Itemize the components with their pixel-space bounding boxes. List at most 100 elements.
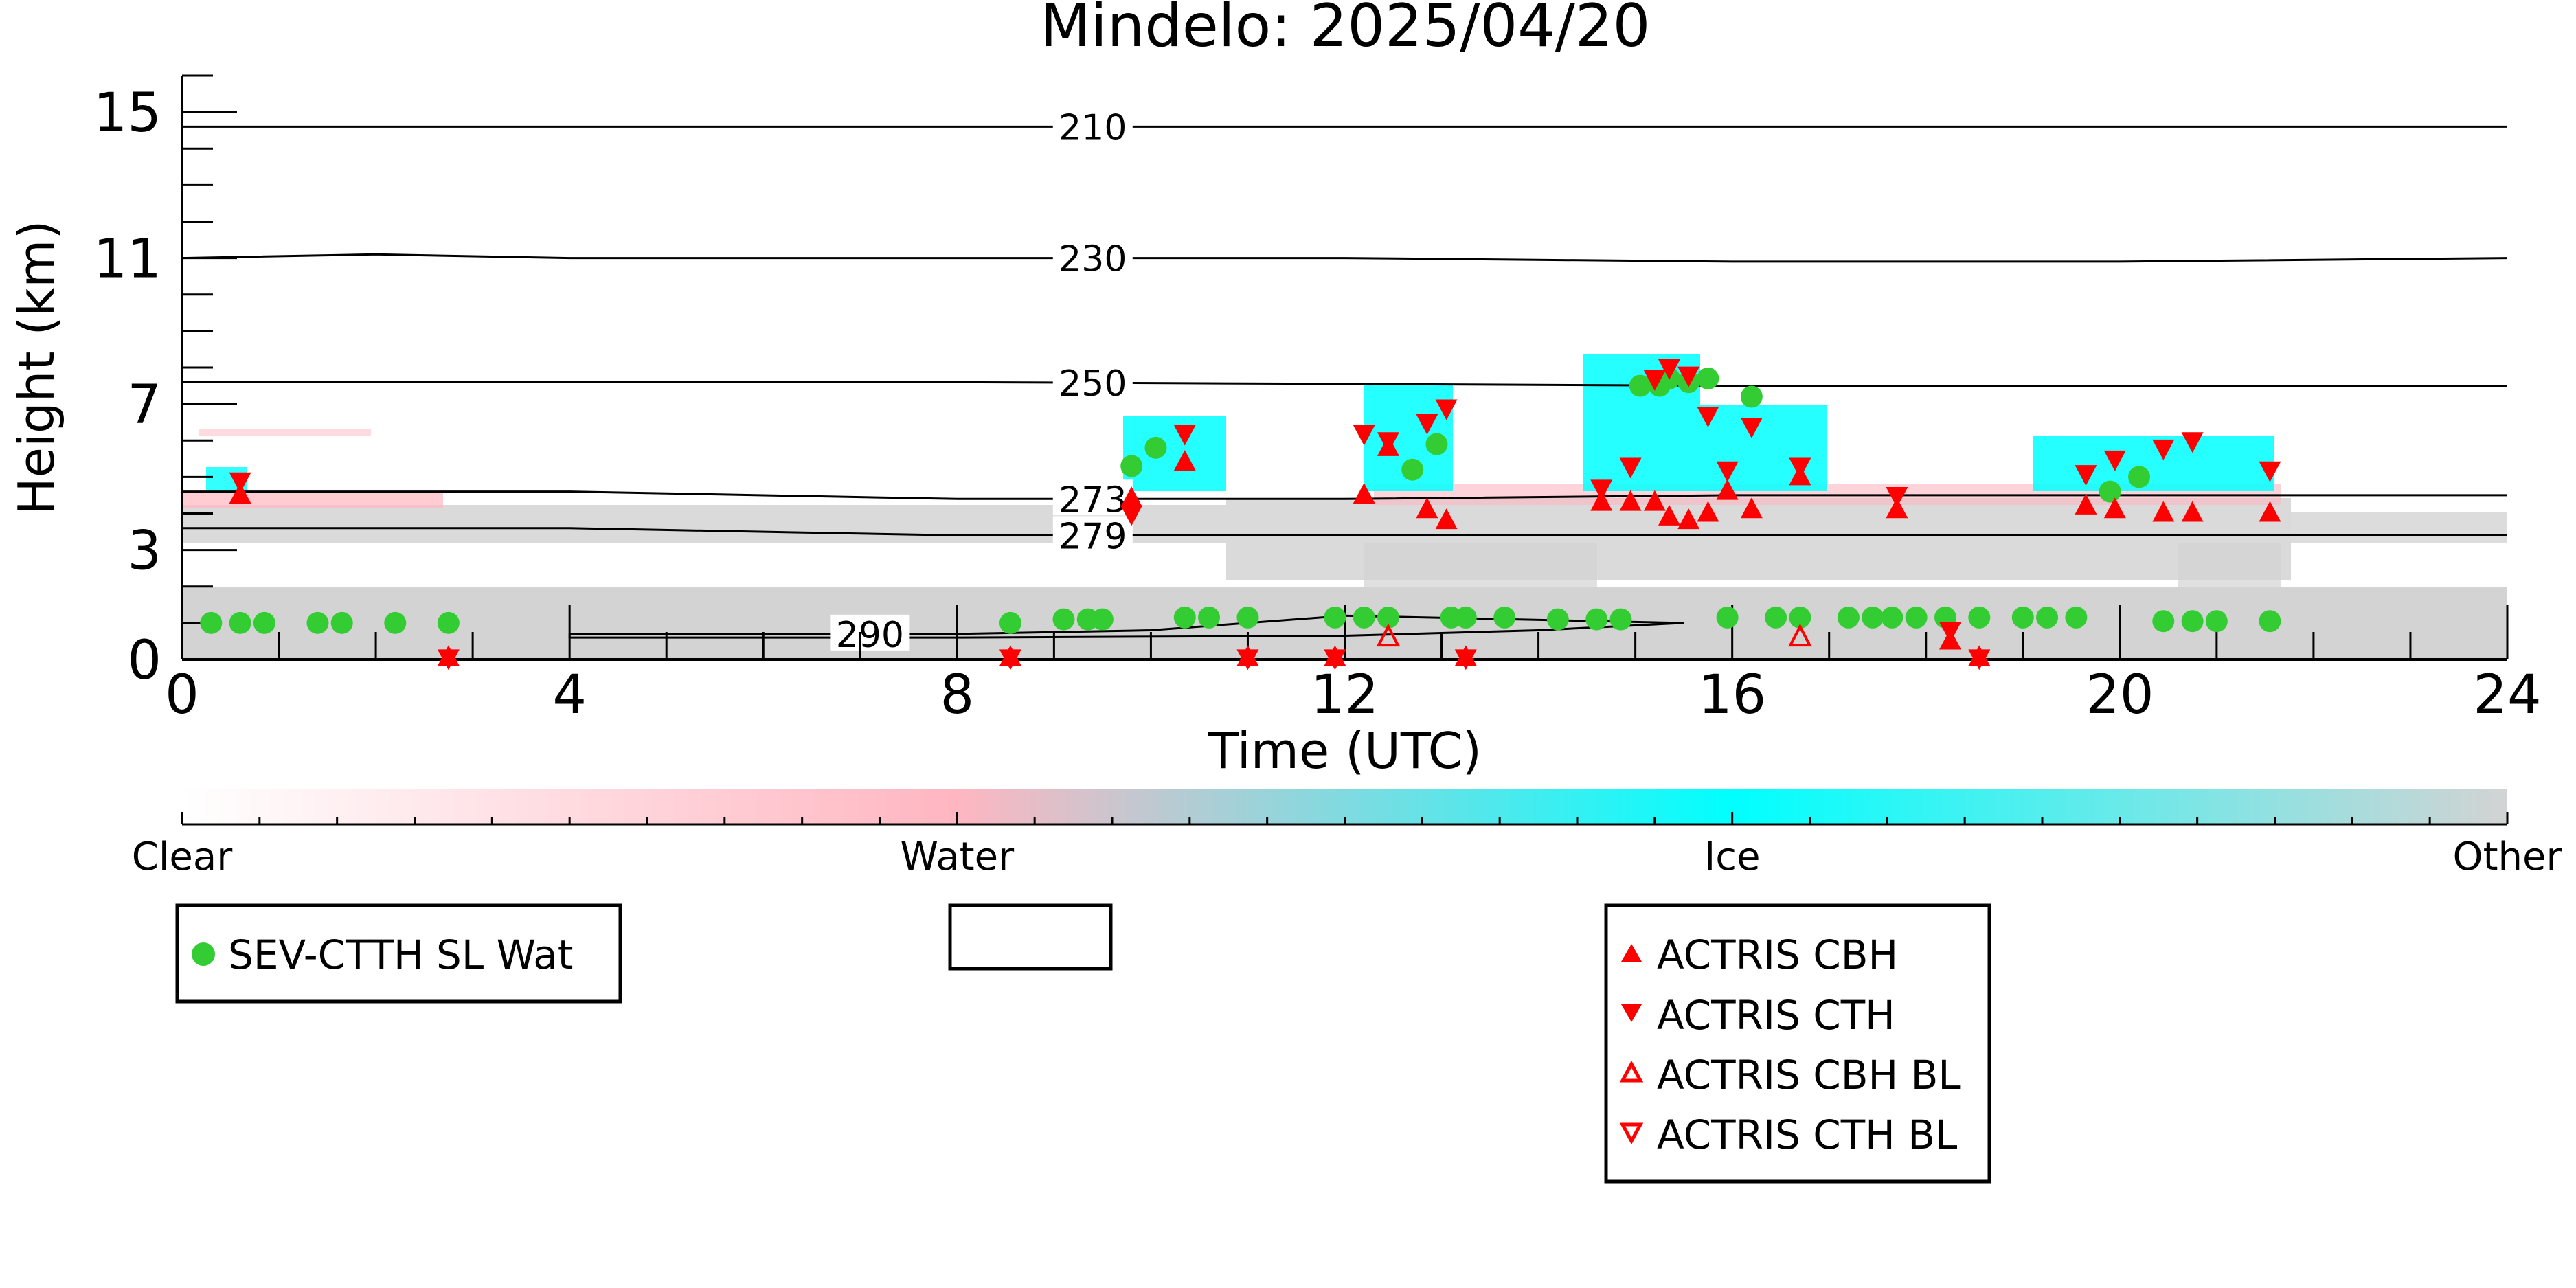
marker-sev-ctth-sl-wat-16 bbox=[1324, 606, 1346, 629]
y-ticks: 0 3 7 11 15 bbox=[93, 74, 237, 692]
marker-sev-ctth-sl-wat-26 bbox=[1609, 608, 1632, 631]
marker-actris-cbh-15 bbox=[1658, 504, 1680, 526]
marker-sev-ctth-sl-wat-50 bbox=[2259, 610, 2281, 633]
chart-title: Mindelo: 2025/04/20 bbox=[1040, 0, 1651, 60]
marker-actris-cbh-10 bbox=[1435, 508, 1458, 530]
water-layer-1 bbox=[182, 491, 443, 508]
x-tick-label-24: 24 bbox=[2473, 664, 2541, 726]
mid-other-streaks bbox=[1364, 543, 1597, 591]
colorbar-labels: Clear Water Ice Other bbox=[132, 835, 2563, 879]
marker-actris-cbh-16 bbox=[1677, 508, 1700, 530]
marker-actris-cbh-13 bbox=[1619, 490, 1642, 511]
marker-actris-cbh-26 bbox=[2152, 501, 2175, 522]
legend-2-frame bbox=[948, 903, 1113, 971]
mid-other-streaks-2 bbox=[2178, 543, 2281, 591]
colorbar-label-ice: Ice bbox=[1704, 835, 1761, 879]
water-layer-2 bbox=[199, 429, 371, 436]
marker-sev-ctth-sl-wat-47 bbox=[2152, 610, 2175, 633]
marker-actris-cth-23 bbox=[1968, 649, 1991, 670]
marker-actris-cbh-18 bbox=[1716, 479, 1739, 500]
marker-actris-cth-14 bbox=[1643, 370, 1666, 391]
marker-actris-cth-20 bbox=[1789, 457, 1811, 479]
contour-label-210: 210 bbox=[1059, 107, 1127, 148]
marker-actris-cbh-bl-1 bbox=[1788, 623, 1812, 647]
marker-actris-cth-24 bbox=[2075, 465, 2097, 486]
marker-actris-cth-4 bbox=[1173, 425, 1196, 446]
marker-actris-cth-15 bbox=[1658, 359, 1680, 380]
y-tick-label-0: 0 bbox=[127, 630, 161, 692]
marker-sev-ctth-sl-wat-23 bbox=[1493, 606, 1516, 629]
legend-3-marker-cbh bbox=[1621, 944, 1642, 962]
marker-sev-ctth-sl-wat-44 bbox=[2065, 606, 2088, 629]
marker-sev-ctth-sl-wat-10 bbox=[1091, 608, 1114, 631]
markers bbox=[200, 359, 2281, 670]
legend-3: ACTRIS CBH ACTRIS CTH ACTRIS CBH BL ACTR… bbox=[1604, 903, 1991, 1184]
y-tick-label-3: 3 bbox=[127, 521, 161, 583]
marker-actris-cbh-bl-0 bbox=[1376, 623, 1401, 647]
colorbar-label-water: Water bbox=[901, 835, 1015, 879]
contour-label-273: 273 bbox=[1059, 479, 1127, 521]
marker-actris-cth-3 bbox=[1120, 505, 1143, 526]
legend-2 bbox=[948, 903, 1113, 971]
marker-actris-cth-9 bbox=[1416, 414, 1438, 435]
contour-line-230 bbox=[182, 253, 2507, 263]
marker-actris-cbh-7 bbox=[1353, 482, 1375, 504]
contour-label-bg-230 bbox=[1052, 238, 1133, 275]
marker-sev-ctth-sl-wat-33 bbox=[1740, 385, 1763, 408]
legend-3-label-cbh: ACTRIS CBH bbox=[1657, 931, 1898, 978]
marker-sev-ctth-sl-wat-27 bbox=[1629, 374, 1651, 397]
contour-label-bg-290 bbox=[830, 614, 910, 651]
marker-actris-cth-0 bbox=[229, 472, 251, 493]
marker-actris-cbh-14 bbox=[1643, 490, 1666, 511]
marker-sev-ctth-sl-wat-45 bbox=[2099, 480, 2121, 503]
marker-actris-cbh-3 bbox=[1120, 486, 1143, 508]
marker-actris-cbh-19 bbox=[1740, 497, 1763, 519]
x-axis-label: Time (UTC) bbox=[1208, 722, 1482, 780]
x-tick-label-16: 16 bbox=[1698, 664, 1766, 726]
marker-sev-ctth-sl-wat-22 bbox=[1454, 606, 1477, 629]
x-tick-label-4: 4 bbox=[552, 664, 587, 726]
marker-sev-ctth-sl-wat-13 bbox=[1173, 606, 1196, 629]
marker-actris-cth-8 bbox=[1377, 432, 1399, 453]
marker-sev-ctth-sl-wat-42 bbox=[2011, 606, 2034, 629]
marker-sev-ctth-sl-wat-38 bbox=[1881, 606, 1903, 629]
marker-actris-cth-6 bbox=[1324, 649, 1346, 670]
marker-sev-ctth-sl-wat-49 bbox=[2205, 610, 2228, 633]
legend-1-frame bbox=[175, 903, 622, 1004]
marker-actris-cth-16 bbox=[1677, 366, 1700, 387]
marker-actris-cth-5 bbox=[1236, 649, 1259, 670]
marker-sev-ctth-sl-wat-14 bbox=[1198, 606, 1221, 629]
y-axis-label: Height (km) bbox=[8, 221, 65, 515]
marker-actris-cth-12 bbox=[1590, 479, 1613, 501]
marker-actris-cth-27 bbox=[2181, 432, 2204, 453]
marker-sev-ctth-sl-wat-0 bbox=[200, 611, 223, 634]
legend-3-label-cth-bl: ACTRIS CTH BL bbox=[1657, 1111, 1957, 1158]
marker-actris-cbh-0 bbox=[229, 482, 251, 504]
marker-actris-cth-11 bbox=[1454, 649, 1477, 670]
marker-sev-ctth-sl-wat-11 bbox=[1120, 455, 1143, 477]
marker-sev-ctth-sl-wat-46 bbox=[2128, 466, 2151, 488]
marker-actris-cth-26 bbox=[2152, 439, 2175, 460]
x-tick-label-20: 20 bbox=[2086, 664, 2154, 726]
marker-sev-ctth-sl-wat-35 bbox=[1789, 606, 1811, 629]
contour-line-250 bbox=[182, 381, 2507, 387]
marker-actris-cbh-28 bbox=[2259, 501, 2281, 522]
contour-label-bg-279 bbox=[1052, 516, 1133, 552]
marker-sev-ctth-sl-wat-3 bbox=[306, 611, 329, 634]
y-tick-label-11: 11 bbox=[93, 229, 161, 291]
y-tick-label-15: 15 bbox=[93, 82, 161, 144]
mid-other-layer-3 bbox=[2291, 512, 2507, 543]
ice-region-5 bbox=[2033, 436, 2274, 491]
contour-label-290: 290 bbox=[836, 615, 904, 656]
legend-3-marker-cbh-bl bbox=[1619, 1060, 1644, 1083]
contour-label-250: 250 bbox=[1059, 363, 1127, 405]
marker-sev-ctth-sl-wat-43 bbox=[2036, 606, 2059, 629]
marker-sev-ctth-sl-wat-34 bbox=[1765, 606, 1787, 629]
marker-actris-cth-25 bbox=[2103, 450, 2126, 471]
colorbar-ticks bbox=[181, 812, 2509, 824]
marker-actris-cth-22 bbox=[1939, 622, 1962, 643]
marker-actris-cbh-21 bbox=[1886, 497, 1908, 519]
marker-sev-ctth-sl-wat-31 bbox=[1697, 367, 1719, 389]
